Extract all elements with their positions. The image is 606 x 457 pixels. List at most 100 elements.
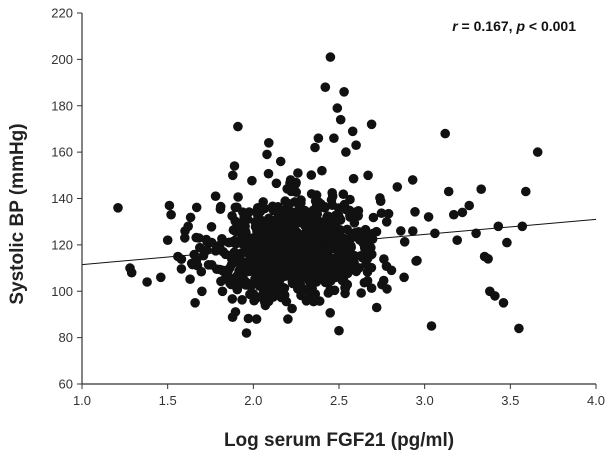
data-point [142,277,152,287]
data-point [334,325,344,336]
data-point [471,228,481,239]
data-point [293,168,303,178]
r-symbol: r [452,18,459,34]
data-point [318,202,329,212]
data-point [408,226,418,236]
y-tick-label: 160 [51,145,73,160]
data-point [338,189,349,199]
data-point [224,263,235,273]
data-point [340,283,350,293]
data-point [262,215,272,226]
data-point [335,213,345,224]
data-point [349,250,360,261]
data-point [443,186,454,197]
data-point [126,267,137,278]
data-point [307,283,317,294]
data-point [229,161,240,171]
x-tick-label: 1.0 [73,393,91,408]
data-point [198,250,209,261]
y-tick-label: 120 [51,237,73,252]
data-point [290,257,300,267]
data-point [246,281,256,292]
data-point [190,298,200,308]
data-point [320,274,330,285]
data-point [267,201,278,212]
data-point [271,178,282,189]
data-point [368,212,379,223]
data-points [113,52,543,338]
y-tick-label: 80 [59,330,73,345]
data-point [457,207,468,218]
data-point [363,170,373,181]
data-point [241,228,251,238]
data-point [230,216,240,226]
data-point [260,261,271,272]
data-point [310,142,320,153]
data-point [191,202,202,213]
data-point [276,281,286,291]
data-point [371,302,382,313]
data-point [490,291,500,301]
data-point [498,298,509,308]
data-point [228,170,238,181]
data-point [335,114,346,125]
data-point [325,52,336,62]
data-point [183,221,193,232]
y-tick-label: 100 [51,284,73,299]
data-point [276,292,287,303]
data-point [383,208,394,219]
data-point [251,293,262,303]
data-point [351,140,361,150]
data-point [251,314,262,324]
data-point [307,228,317,238]
data-point [259,287,269,298]
data-point [313,133,324,143]
y-tick-label: 200 [51,52,73,67]
x-tick-label: 2.5 [330,393,348,408]
data-point [452,235,463,245]
data-point [263,168,274,179]
correlation-annotation: r = 0.167, p < 0.001 [452,18,576,34]
data-point [423,212,434,222]
data-point [186,258,197,269]
data-point [255,214,265,225]
data-point [282,184,293,194]
data-point [299,238,310,249]
data-point [379,254,389,264]
data-point [237,295,247,305]
data-point [185,274,195,285]
data-point [521,186,531,197]
data-point [217,286,228,297]
y-tick-label: 60 [59,377,73,392]
r-value: = 0.167, [458,18,517,34]
data-point [264,138,274,148]
data-point [411,256,421,266]
data-point [375,196,386,206]
data-point [210,246,221,256]
data-point [338,233,349,243]
data-point [262,149,272,160]
data-point [276,248,287,259]
data-point [238,239,248,250]
data-point [304,270,315,280]
x-tick-label: 4.0 [587,393,605,408]
data-point [326,195,337,205]
data-point [279,210,290,221]
y-tick-label: 140 [51,191,73,206]
data-point [239,212,249,223]
data-point [514,323,524,334]
data-point [483,253,493,264]
data-point [323,211,334,222]
data-point [361,258,371,269]
data-point [269,275,280,285]
data-point [243,313,254,324]
data-point [227,294,238,304]
data-point [306,170,317,180]
data-point [317,165,327,176]
data-point [233,121,243,132]
data-point [407,175,418,185]
data-point [362,276,373,286]
data-point [284,268,294,278]
x-tick-label: 2.0 [244,393,262,408]
